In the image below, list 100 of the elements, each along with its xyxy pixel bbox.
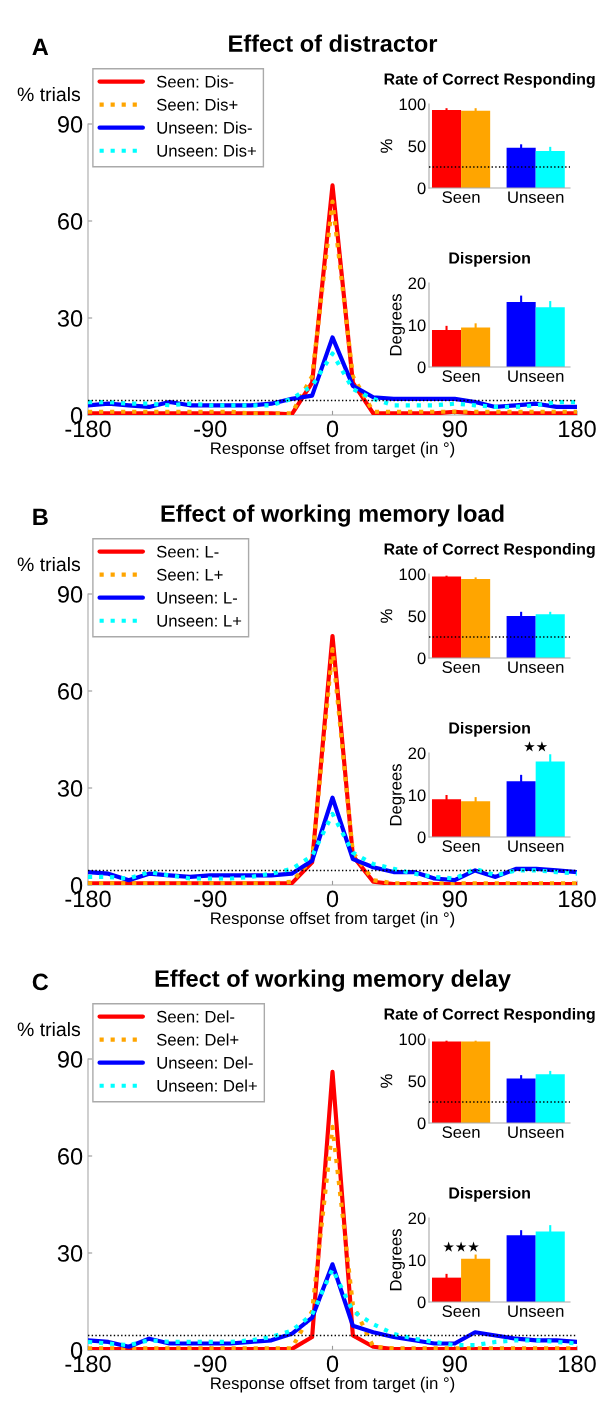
x-tick-label: Unseen: [508, 370, 564, 383]
annotation: ★★: [524, 741, 548, 752]
bar: [461, 110, 491, 188]
bar: [461, 327, 491, 367]
x-tick-label: Seen: [442, 1126, 480, 1139]
x-axis-title: Response offset from target (in °): [211, 911, 455, 928]
x-tick-label: 90: [442, 420, 467, 438]
chart-title: Rate of Correct Responding: [384, 542, 595, 558]
legend-label: Seen: L-: [156, 545, 219, 558]
y-axis-title: %: [380, 609, 393, 623]
x-tick-label: 180: [559, 1355, 596, 1373]
y-axis-title: %: [380, 139, 393, 153]
x-tick-label: Seen: [442, 191, 480, 204]
x-tick-label: Unseen: [508, 840, 564, 853]
y-tick-label: 90: [57, 1051, 83, 1068]
x-axis-title: Response offset from target (in °): [211, 441, 455, 458]
x-tick-label: Unseen: [508, 1126, 564, 1139]
y-tick-label: 30: [57, 780, 83, 797]
chart-title: Dispersion: [449, 1186, 530, 1202]
x-tick-label: 0: [326, 1355, 339, 1373]
bar: [535, 614, 565, 658]
legend-label: Seen: Del-: [156, 1010, 235, 1023]
chart-title: Effect of working memory delay: [155, 969, 511, 992]
y-tick-label: 0: [417, 1296, 426, 1309]
y-axis-title: % trials: [17, 86, 81, 102]
chart-title: Dispersion: [449, 721, 530, 737]
x-tick-label: Unseen: [508, 191, 564, 204]
chart-title: Dispersion: [449, 251, 530, 267]
x-tick-label: -90: [194, 1355, 227, 1373]
legend-label: Unseen: L+: [157, 615, 242, 627]
y-tick-label: 90: [57, 116, 83, 133]
y-tick-label: 20: [408, 277, 426, 290]
y-tick-label: 50: [408, 610, 426, 623]
y-tick-label: 60: [58, 213, 83, 230]
y-axis-title: Degrees: [389, 294, 405, 356]
chart-title: Rate of Correct Responding: [384, 1007, 595, 1023]
y-axis-title: Degrees: [389, 1229, 405, 1291]
bar: [431, 1277, 462, 1302]
legend-label: Unseen: Del-: [157, 1056, 253, 1069]
y-tick-label: 10: [408, 1254, 426, 1267]
legend-label: Unseen: Dis-: [157, 121, 252, 134]
y-tick-label: 0: [417, 361, 426, 374]
bar: [431, 799, 462, 837]
y-tick-label: 90: [57, 586, 83, 603]
chart-title: Effect of distractor: [229, 34, 438, 52]
x-tick-label: 0: [326, 420, 339, 438]
legend-label: Unseen: L-: [157, 592, 238, 604]
text: B: [33, 508, 48, 526]
y-tick-label: 0: [417, 182, 426, 195]
y-tick-label: 10: [408, 789, 426, 802]
legend-label: Seen: Del+: [156, 1033, 239, 1046]
x-tick-label: 180: [559, 420, 596, 438]
y-tick-label: 50: [408, 140, 426, 153]
x-tick-label: 90: [442, 890, 467, 908]
y-tick-label: 50: [408, 1075, 426, 1088]
x-tick-label: -90: [194, 890, 227, 908]
bar: [431, 109, 462, 188]
x-tick-label: Seen: [442, 1305, 480, 1318]
y-tick-label: 100: [399, 98, 426, 111]
x-tick-label: Unseen: [508, 1305, 564, 1318]
y-axis-title: % trials: [17, 556, 81, 572]
y-tick-label: 10: [408, 319, 426, 332]
y-tick-label: 30: [57, 310, 83, 327]
x-tick-label: 90: [442, 1355, 467, 1373]
text: A: [32, 38, 49, 56]
x-tick-label: Seen: [442, 370, 480, 383]
bar: [461, 1258, 491, 1302]
bar: [461, 1041, 491, 1123]
y-tick-label: 60: [58, 1148, 83, 1165]
bar: [431, 330, 462, 367]
bar: [506, 147, 536, 188]
chart-title: Effect of working memory load: [161, 504, 504, 527]
y-tick-label: 0: [417, 652, 426, 665]
x-tick-label: Seen: [442, 661, 480, 674]
y-tick-label: 100: [399, 1033, 426, 1046]
y-axis-title: % trials: [17, 1021, 81, 1037]
legend-label: Seen: Dis-: [156, 75, 234, 88]
bar: [535, 1074, 565, 1123]
annotation: ★★★: [443, 1241, 479, 1252]
x-tick-label: -90: [194, 420, 227, 438]
bar: [506, 616, 536, 658]
x-tick-label: Seen: [442, 840, 480, 853]
bar: [506, 1078, 536, 1123]
legend-label: Unseen: Del+: [157, 1079, 257, 1092]
legend-label: Unseen: Dis+: [157, 144, 256, 157]
chart-title: Rate of Correct Responding: [384, 72, 595, 88]
x-tick-label: Unseen: [508, 661, 564, 674]
bar: [535, 151, 565, 188]
y-tick-label: 30: [57, 1245, 83, 1262]
y-axis-title: Degrees: [389, 764, 405, 826]
y-tick-label: 60: [58, 683, 83, 700]
bar: [461, 579, 491, 658]
x-tick-label: 180: [559, 890, 596, 908]
x-tick-label: 0: [326, 890, 339, 908]
y-tick-label: 100: [399, 568, 426, 581]
y-tick-label: 20: [408, 1212, 426, 1225]
x-axis-title: Response offset from target (in °): [211, 1376, 455, 1393]
y-tick-label: 0: [417, 831, 426, 844]
y-axis-title: %: [380, 1074, 393, 1088]
bar: [461, 801, 491, 837]
